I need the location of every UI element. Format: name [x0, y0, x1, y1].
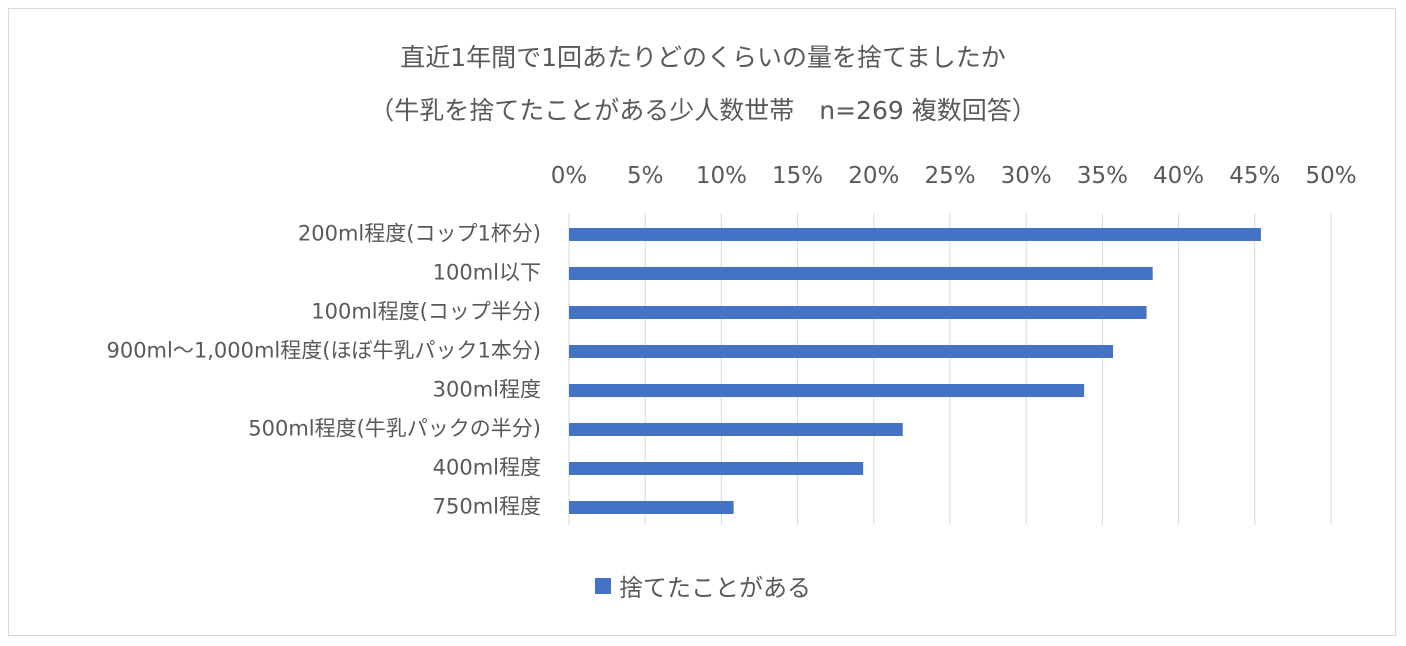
- x-tick-label: 35%: [1077, 163, 1128, 189]
- bar: [569, 423, 903, 436]
- bar: [569, 384, 1085, 397]
- category-label: 500ml程度(牛乳パックの半分): [248, 417, 541, 441]
- x-tick-label: 10%: [696, 163, 747, 189]
- category-label: 300ml程度: [433, 378, 541, 402]
- category-label: 100ml以下: [433, 261, 541, 285]
- legend-swatch: [595, 577, 611, 594]
- chart-subtitle: （牛乳を捨てたことがある少人数世帯 n=269 複数回答）: [369, 96, 1037, 125]
- bar: [569, 345, 1114, 358]
- gridlines: [568, 213, 1332, 525]
- x-tick-label: 40%: [1153, 163, 1204, 189]
- category-label: 750ml程度: [433, 495, 541, 519]
- bars: [569, 228, 1261, 514]
- x-tick-label: 5%: [627, 163, 664, 189]
- x-tick-label: 30%: [1001, 163, 1052, 189]
- x-axis-ticks: 0% 5% 10% 15% 20% 25% 30% 35% 40% 45% 50%: [551, 163, 1357, 189]
- category-label: 200ml程度(コップ1杯分): [298, 222, 541, 246]
- bar: [569, 501, 734, 514]
- bar: [569, 228, 1261, 241]
- chart-frame: [8, 8, 1396, 636]
- legend: 捨てたことがある: [0, 568, 1406, 603]
- category-label: 400ml程度: [433, 456, 541, 480]
- x-tick-label: 0%: [551, 163, 588, 189]
- x-tick-label: 15%: [772, 163, 823, 189]
- category-labels: 200ml程度(コップ1杯分) 100ml以下 100ml程度(コップ半分) 900m…: [106, 222, 541, 519]
- bar: [569, 306, 1147, 319]
- x-tick-label: 50%: [1305, 163, 1356, 189]
- category-label: 100ml程度(コップ半分): [311, 300, 541, 324]
- bar: [569, 462, 864, 475]
- x-tick-label: 45%: [1229, 163, 1280, 189]
- bar: [569, 267, 1153, 280]
- x-tick-label: 20%: [848, 163, 899, 189]
- legend-label: 捨てたことがある: [619, 574, 811, 602]
- chart-title: 直近1年間で1回あたりどのくらいの量を捨てましたか: [400, 43, 1006, 72]
- category-label: 900ml～1,000ml程度(ほぼ牛乳パック1本分): [106, 339, 541, 363]
- x-tick-label: 25%: [924, 163, 975, 189]
